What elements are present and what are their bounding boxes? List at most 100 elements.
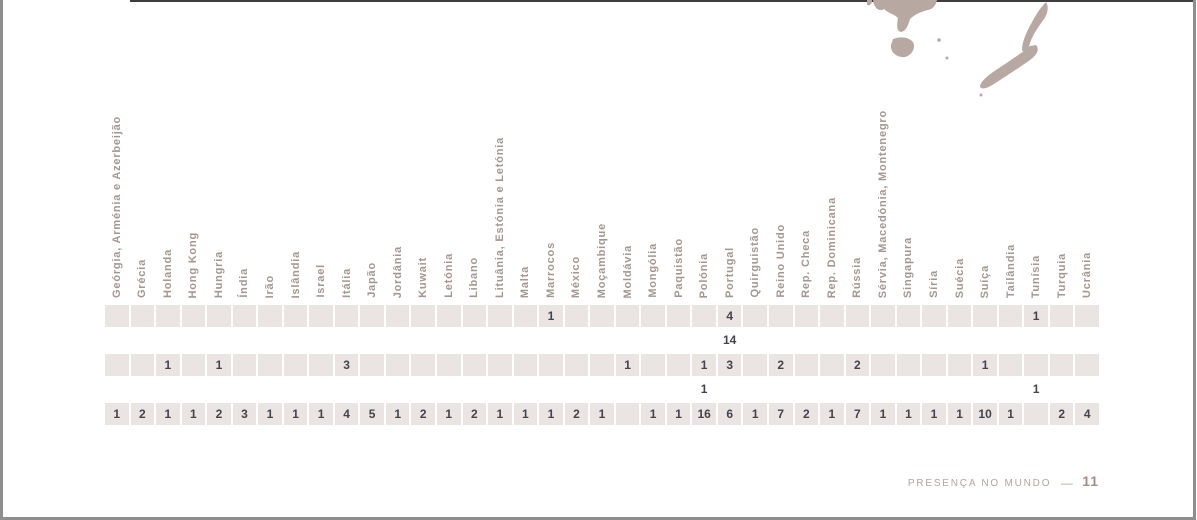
value-label xyxy=(590,334,614,347)
value-label xyxy=(309,334,333,347)
value-cell: 4 xyxy=(717,305,742,327)
value-cell xyxy=(1075,354,1099,376)
value-cell xyxy=(1024,403,1048,425)
value-cell xyxy=(462,354,487,376)
column-header: Irão xyxy=(258,90,282,298)
column-header: Índia xyxy=(233,90,257,298)
value-cell xyxy=(411,305,435,327)
column-header: Libano xyxy=(463,90,487,298)
value-cell: 1 xyxy=(1024,305,1048,327)
value-label xyxy=(1050,334,1074,347)
column-header: Portugal xyxy=(718,90,742,298)
value-cell: 1 xyxy=(156,354,180,376)
map-australia-south-coast xyxy=(873,0,937,32)
value-cell: 2 xyxy=(564,403,589,425)
column-header: Tailândia xyxy=(999,90,1023,298)
value-label xyxy=(182,383,206,396)
column-header: Malta xyxy=(514,90,538,298)
value-cell: 16 xyxy=(692,403,716,425)
value-label xyxy=(309,383,333,396)
column-header: Singapura xyxy=(897,90,921,298)
value-cell: 2 xyxy=(411,403,435,425)
value-cell xyxy=(385,354,410,376)
value-cell: 1 xyxy=(590,403,614,425)
value-label xyxy=(207,383,231,396)
value-label xyxy=(999,383,1023,396)
value-cell: 3 xyxy=(717,354,742,376)
value-cell xyxy=(130,354,155,376)
value-label xyxy=(743,334,767,347)
page-number: 11 xyxy=(1082,473,1099,489)
value-cell xyxy=(360,354,384,376)
column-header-label: Hong Kong xyxy=(187,231,200,298)
value-cell: 1 xyxy=(258,403,282,425)
column-header: Suécia xyxy=(948,90,972,298)
page-border-top xyxy=(130,0,1193,2)
value-cell xyxy=(513,305,538,327)
column-header-label: Hungria xyxy=(212,250,225,298)
value-label xyxy=(1075,334,1099,347)
value-cell xyxy=(232,354,257,376)
value-label xyxy=(973,383,997,396)
value-cell xyxy=(105,305,129,327)
map-new-zealand-north-island xyxy=(1022,2,1048,52)
value-cell xyxy=(947,305,972,327)
table-row: 14 xyxy=(105,334,1099,347)
value-cell xyxy=(845,305,870,327)
value-label xyxy=(795,334,819,347)
value-cell xyxy=(590,305,614,327)
value-cell: 1 xyxy=(666,403,691,425)
column-header-label: Ucrânia xyxy=(1081,252,1094,298)
countries-table: Geórgia, Arménia e Azerbeijão Grécia Holan… xyxy=(105,90,1099,425)
value-cell xyxy=(564,354,589,376)
value-cell: 10 xyxy=(973,403,997,425)
value-cell: 1 xyxy=(437,403,461,425)
value-cell xyxy=(309,354,333,376)
value-label xyxy=(846,334,870,347)
value-label xyxy=(258,334,282,347)
column-header-label: Tunísia xyxy=(1030,254,1043,298)
value-label xyxy=(233,334,257,347)
column-header-label: Libano xyxy=(468,257,481,298)
value-label xyxy=(284,334,308,347)
value-cell: 3 xyxy=(334,354,359,376)
value-label xyxy=(1024,334,1048,347)
column-header-label: Paquistão xyxy=(672,238,685,298)
value-cell xyxy=(1049,305,1074,327)
column-header-label: Portugal xyxy=(723,246,736,298)
value-label xyxy=(463,334,487,347)
value-label: 1 xyxy=(1032,382,1040,396)
column-header: Holanda xyxy=(156,90,180,298)
value-label xyxy=(233,383,257,396)
value-cell xyxy=(283,305,308,327)
value-label xyxy=(386,383,410,396)
column-header-label: Moçambique xyxy=(595,222,608,298)
column-header-label: Polónia xyxy=(698,252,711,298)
map-australia-coast-hook xyxy=(867,0,872,6)
value-label xyxy=(769,383,793,396)
value-label xyxy=(795,383,819,396)
value-label xyxy=(897,334,921,347)
value-cell xyxy=(947,354,972,376)
column-header: México xyxy=(565,90,589,298)
value-cell xyxy=(666,354,691,376)
value-cell xyxy=(896,354,921,376)
column-header: Sérvia, Macedónia, Montenegro xyxy=(871,90,895,298)
column-header: Moldávia xyxy=(616,90,640,298)
column-header-label: México xyxy=(570,255,583,298)
column-header: Itália xyxy=(335,90,359,298)
column-header-label: Marrocos xyxy=(544,242,557,298)
page-border-left xyxy=(0,0,3,520)
column-header: Reino Unido xyxy=(769,90,793,298)
map-tasmania xyxy=(890,37,915,58)
column-header: Hong Kong xyxy=(182,90,206,298)
value-label xyxy=(565,334,589,347)
value-cell: 2 xyxy=(794,403,819,425)
column-header-label: Letónia xyxy=(442,253,455,298)
value-cell: 7 xyxy=(845,403,870,425)
value-cell xyxy=(488,354,512,376)
value-cell: 2 xyxy=(769,354,793,376)
value-cell: 4 xyxy=(1075,403,1099,425)
